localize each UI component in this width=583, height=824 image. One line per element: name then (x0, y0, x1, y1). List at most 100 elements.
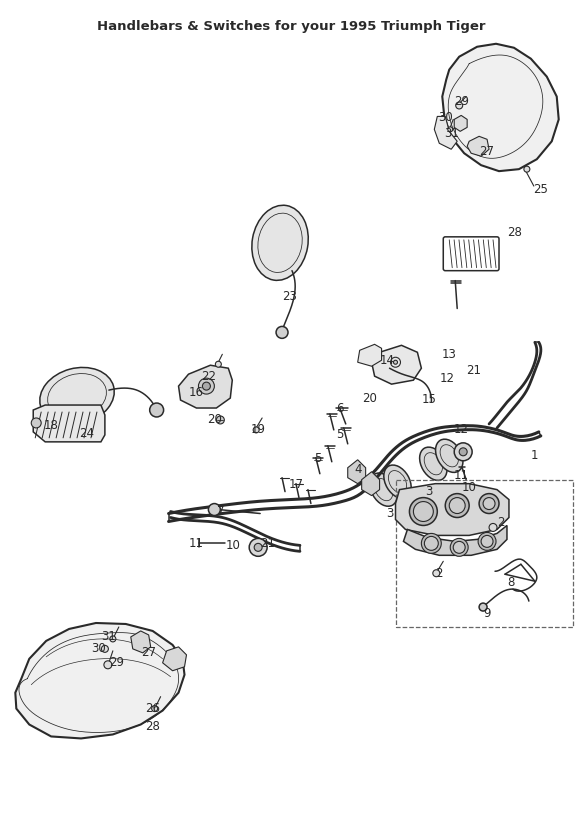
Text: 21: 21 (466, 363, 480, 377)
Text: 12: 12 (440, 372, 455, 385)
Text: 24: 24 (79, 428, 94, 440)
Circle shape (202, 382, 210, 390)
Text: 30: 30 (92, 643, 106, 655)
Circle shape (413, 502, 433, 522)
Text: 11: 11 (454, 469, 469, 482)
Text: 27: 27 (141, 646, 156, 659)
Text: 5: 5 (336, 428, 343, 442)
Circle shape (424, 536, 438, 550)
Ellipse shape (420, 447, 447, 480)
Text: 20: 20 (362, 391, 377, 405)
Text: 31: 31 (101, 630, 117, 644)
Circle shape (449, 498, 465, 513)
Text: 2: 2 (497, 516, 505, 529)
Circle shape (489, 523, 497, 531)
Text: 12: 12 (454, 424, 469, 437)
Text: 8: 8 (507, 576, 515, 588)
Text: 3: 3 (386, 507, 393, 520)
Ellipse shape (40, 368, 114, 424)
Circle shape (483, 498, 495, 509)
Text: 17: 17 (289, 478, 304, 491)
Circle shape (478, 532, 496, 550)
Polygon shape (454, 115, 467, 131)
Polygon shape (33, 405, 105, 442)
Ellipse shape (252, 205, 308, 280)
Circle shape (479, 603, 487, 611)
Circle shape (254, 543, 262, 551)
Polygon shape (361, 471, 380, 495)
Circle shape (524, 166, 530, 172)
Text: 26: 26 (145, 702, 160, 715)
Text: 1: 1 (531, 449, 539, 462)
Ellipse shape (370, 473, 397, 506)
Circle shape (422, 533, 441, 554)
Circle shape (104, 661, 112, 669)
Text: 18: 18 (44, 419, 58, 433)
Text: 2: 2 (436, 567, 443, 580)
Circle shape (433, 569, 440, 577)
Circle shape (152, 705, 157, 712)
Circle shape (456, 102, 463, 109)
Circle shape (101, 645, 108, 653)
Circle shape (454, 442, 472, 461)
Circle shape (31, 418, 41, 428)
Polygon shape (467, 136, 489, 157)
Circle shape (394, 360, 398, 364)
Circle shape (198, 378, 215, 394)
Text: 27: 27 (480, 145, 494, 157)
Circle shape (249, 538, 267, 556)
Circle shape (150, 403, 164, 417)
Polygon shape (347, 460, 366, 484)
Circle shape (409, 498, 437, 526)
Circle shape (110, 636, 116, 642)
Text: 22: 22 (201, 370, 216, 382)
Text: 14: 14 (380, 353, 395, 367)
Text: 31: 31 (444, 127, 459, 140)
Polygon shape (434, 116, 457, 149)
Text: 29: 29 (110, 656, 124, 669)
Polygon shape (15, 623, 184, 738)
Text: 29: 29 (454, 95, 469, 108)
Circle shape (253, 427, 259, 433)
Polygon shape (395, 484, 509, 536)
Polygon shape (442, 44, 559, 171)
Polygon shape (178, 365, 232, 408)
Circle shape (479, 494, 499, 513)
Text: Handlebars & Switches for your 1995 Triumph Tiger: Handlebars & Switches for your 1995 Triu… (97, 20, 486, 33)
Circle shape (216, 416, 224, 424)
Circle shape (459, 447, 467, 456)
Polygon shape (131, 631, 150, 653)
Text: 15: 15 (422, 392, 437, 405)
Polygon shape (358, 344, 381, 366)
Text: 5: 5 (314, 452, 322, 466)
Text: 28: 28 (145, 720, 160, 733)
Text: 16: 16 (189, 386, 204, 399)
Text: 25: 25 (533, 183, 548, 195)
Text: 3: 3 (426, 485, 433, 499)
Text: 30: 30 (438, 111, 452, 124)
Ellipse shape (436, 439, 463, 472)
Text: 6: 6 (336, 401, 343, 414)
Text: 9: 9 (483, 606, 491, 620)
Ellipse shape (384, 465, 411, 499)
Polygon shape (403, 526, 507, 555)
Text: 23: 23 (283, 290, 297, 303)
Circle shape (208, 503, 220, 516)
Text: 10: 10 (462, 481, 476, 494)
Circle shape (481, 536, 493, 547)
Circle shape (215, 361, 222, 368)
Circle shape (276, 326, 288, 339)
Text: 4: 4 (354, 463, 361, 476)
Text: 7: 7 (217, 505, 224, 518)
Polygon shape (163, 647, 187, 671)
Circle shape (450, 538, 468, 556)
Bar (395, 480, 573, 627)
Text: 21: 21 (261, 537, 276, 550)
Text: 10: 10 (226, 539, 241, 552)
Text: 28: 28 (507, 227, 522, 239)
Circle shape (445, 494, 469, 517)
Circle shape (453, 541, 465, 554)
Circle shape (448, 127, 453, 132)
Text: 19: 19 (251, 424, 266, 437)
Text: 20: 20 (207, 414, 222, 427)
